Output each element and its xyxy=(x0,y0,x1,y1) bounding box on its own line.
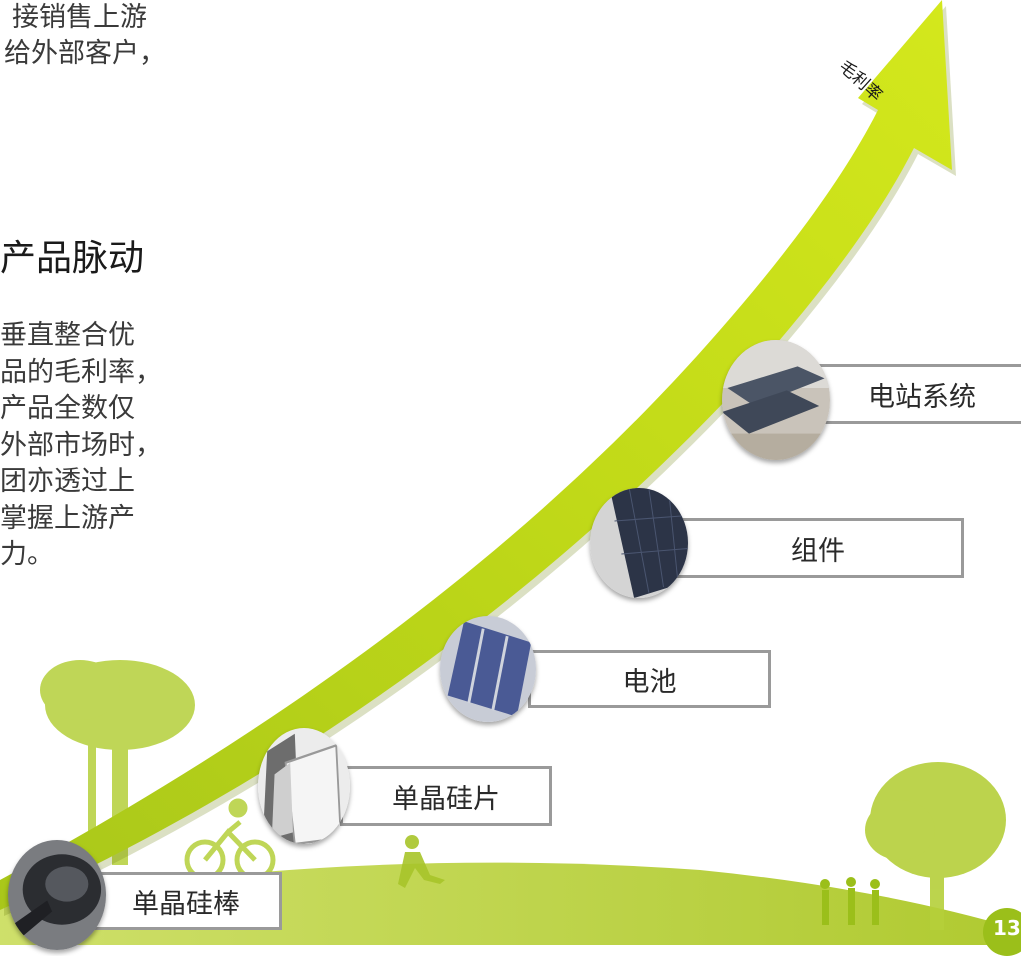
silicon-ingot-icon xyxy=(8,840,106,950)
stage-label: 电池 xyxy=(528,650,771,708)
tree-silhouette-right xyxy=(865,762,1006,930)
paragraph-line: 垂直整合优 xyxy=(0,320,135,351)
stage-label: 组件 xyxy=(672,518,964,578)
stage-label: 电站系统 xyxy=(816,364,1021,424)
stage-label: 单晶硅棒 xyxy=(90,872,282,930)
intro-line: 接销售上游 xyxy=(12,2,147,33)
runner-silhouette xyxy=(398,835,445,888)
paragraph-text: 垂直整合优 品的毛利率， 产品全数仅 外部市场时， 团亦透过上 掌握上游产 力。 xyxy=(0,318,162,574)
solar-power-station-icon xyxy=(722,340,830,460)
paragraph-line: 掌握上游产 xyxy=(0,502,135,534)
paragraph-line: 品的毛利率， xyxy=(0,356,162,388)
page-number: 13 xyxy=(983,908,1021,956)
walkers-silhouette xyxy=(820,877,880,925)
section-heading: 产品脉动 xyxy=(0,238,145,279)
stage-label: 单晶硅片 xyxy=(340,766,552,826)
paragraph-line: 外部市场时， xyxy=(0,429,162,461)
paragraph-line: 产品全数仅 xyxy=(0,393,135,424)
paragraph-line: 力。 xyxy=(0,539,54,570)
paragraph-line: 团亦透过上 xyxy=(0,466,135,497)
cyclist-silhouette xyxy=(184,798,276,881)
solar-module-icon xyxy=(590,488,688,598)
intro-text: 接销售上游 给外部客户， xyxy=(0,0,166,72)
silicon-wafer-icon xyxy=(258,728,350,844)
intro-line: 给外部客户， xyxy=(4,38,166,69)
solar-cell-icon xyxy=(440,616,536,722)
